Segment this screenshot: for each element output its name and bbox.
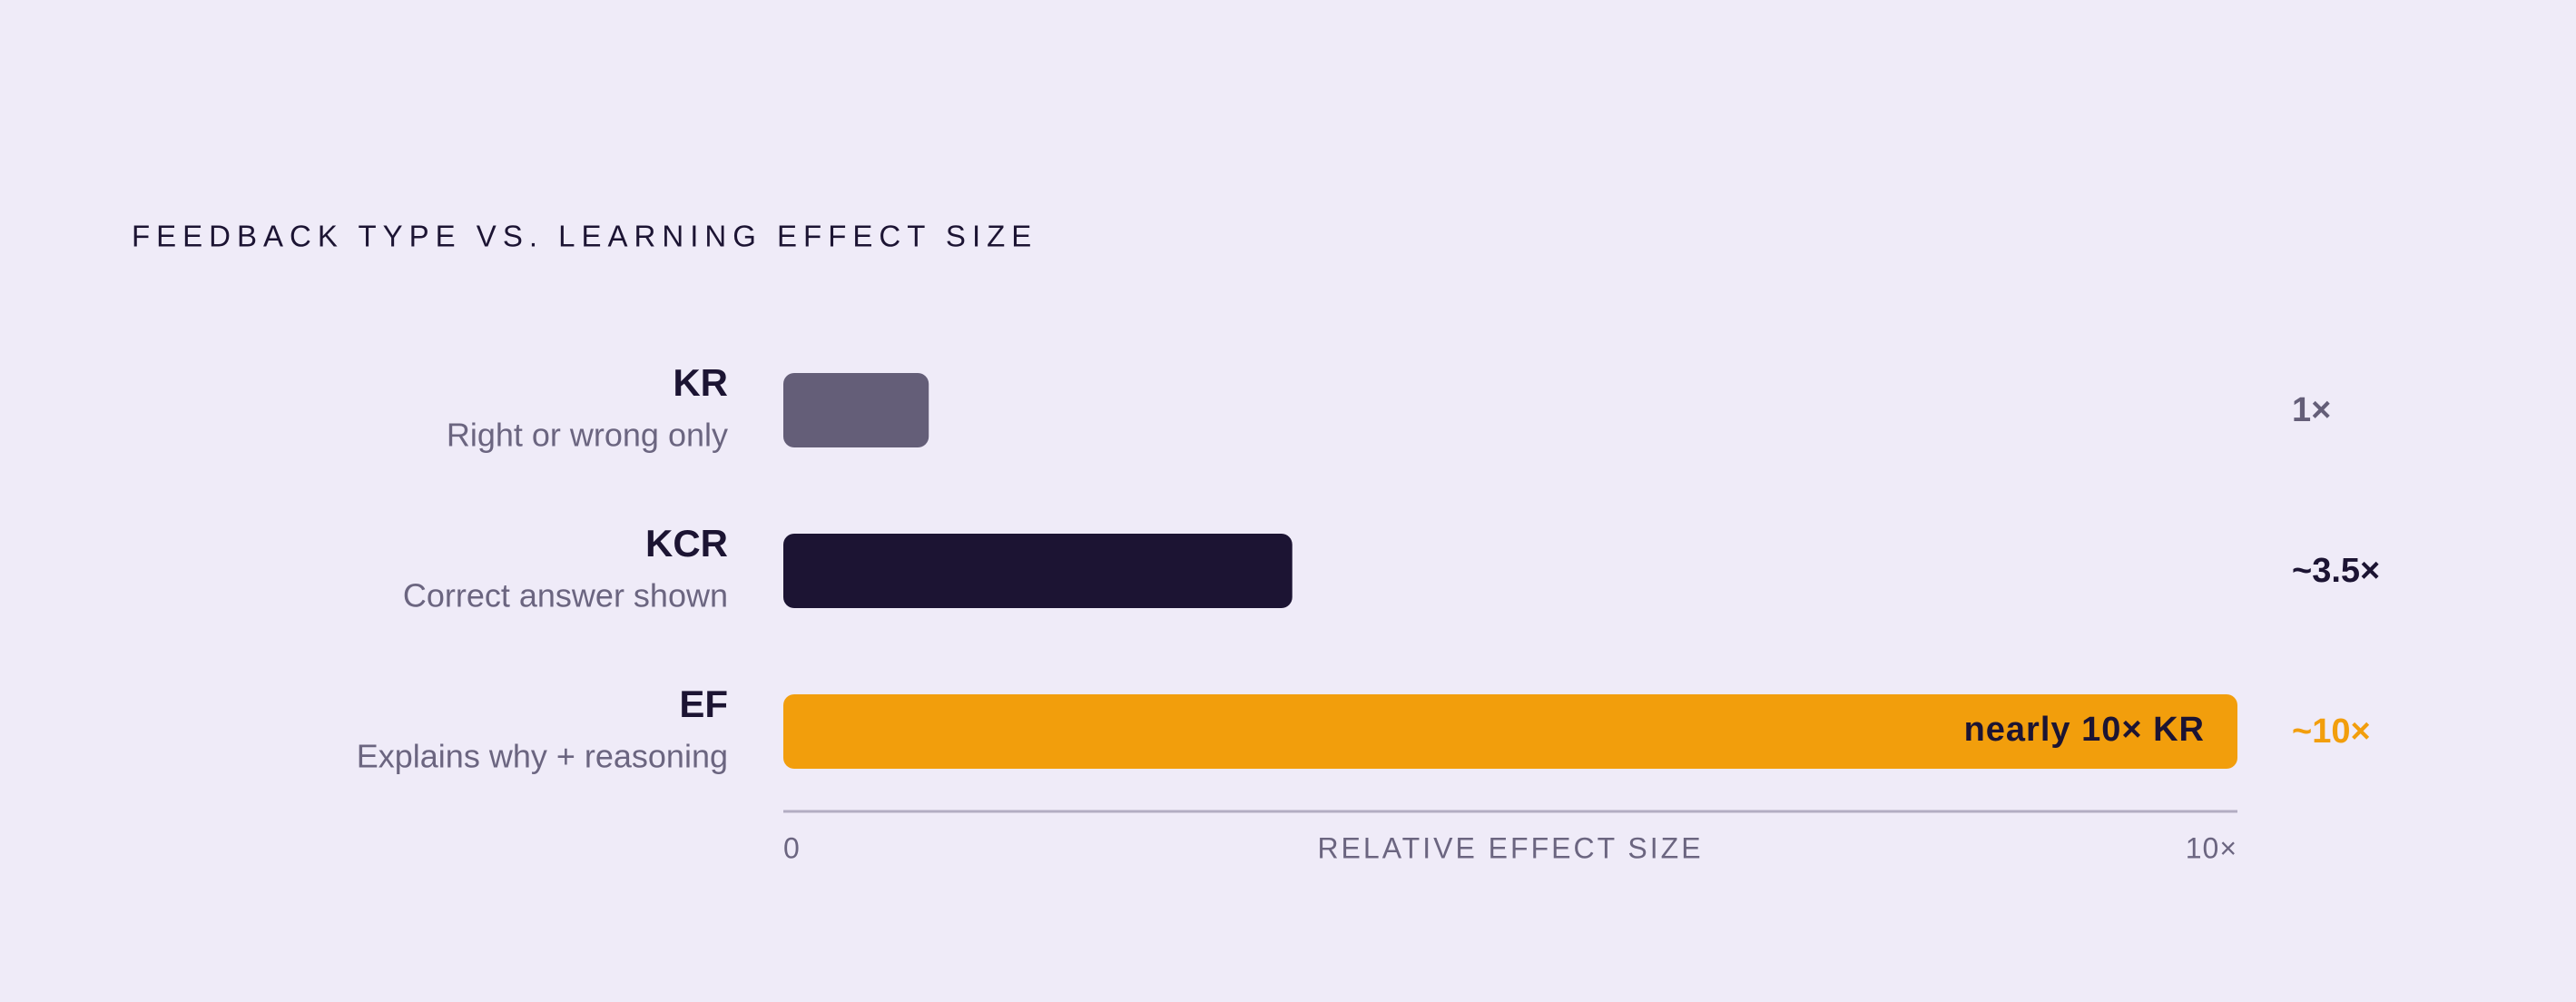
bar	[783, 373, 929, 447]
x-tick-label: 0	[783, 831, 801, 864]
x-axis-title: RELATIVE EFFECT SIZE	[1317, 831, 1703, 864]
x-tick-label: 10×	[2186, 831, 2237, 864]
chart-title: FEEDBACK TYPE VS. LEARNING EFFECT SIZE	[132, 220, 1037, 253]
category-description: Correct answer shown	[403, 577, 728, 614]
value-label: ~10×	[2292, 712, 2371, 751]
bar	[783, 694, 2237, 769]
bar	[783, 534, 1293, 608]
category-description: Explains why + reasoning	[357, 738, 728, 775]
category-description: Right or wrong only	[447, 417, 728, 454]
bar-annotation: nearly 10× KR	[1964, 711, 2205, 749]
category-label: KR	[673, 361, 728, 404]
category-label: KCR	[645, 522, 728, 565]
value-label: 1×	[2292, 391, 2331, 429]
category-label: EF	[679, 683, 728, 725]
value-label: ~3.5×	[2292, 552, 2380, 590]
